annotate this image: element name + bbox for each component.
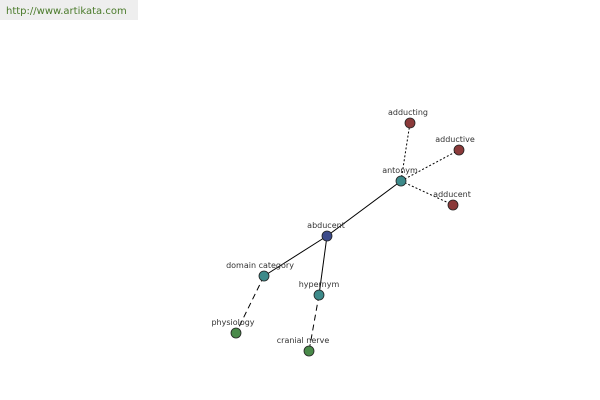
node-label: domain category: [226, 261, 294, 270]
node: [258, 270, 270, 282]
edges: [235, 122, 460, 352]
edge: [400, 149, 460, 182]
edge: [326, 180, 402, 237]
node-label: abducent: [307, 221, 345, 230]
watermark-box: [0, 0, 138, 20]
node-label: adducting: [388, 108, 428, 117]
node-label: cranial nerve: [277, 336, 330, 345]
edge: [263, 235, 328, 277]
node: [395, 175, 407, 187]
node: [321, 230, 333, 242]
node-label: antonym: [382, 166, 418, 175]
edge: [400, 180, 454, 206]
watermark: http://www.artikata.com: [6, 6, 127, 17]
node-label: hypernym: [299, 280, 340, 289]
node: [303, 345, 315, 357]
node-label: physiology: [211, 318, 254, 327]
node-label: adductive: [435, 135, 475, 144]
node: [447, 199, 459, 211]
edge: [235, 275, 265, 334]
node-label: adducent: [433, 190, 471, 199]
node: [313, 289, 325, 301]
edge: [400, 122, 411, 182]
node: [230, 327, 242, 339]
node: [453, 144, 465, 156]
node: [404, 117, 416, 129]
nodes: abducent antonym adducting adductive add…: [211, 108, 475, 357]
edge: [318, 235, 328, 296]
